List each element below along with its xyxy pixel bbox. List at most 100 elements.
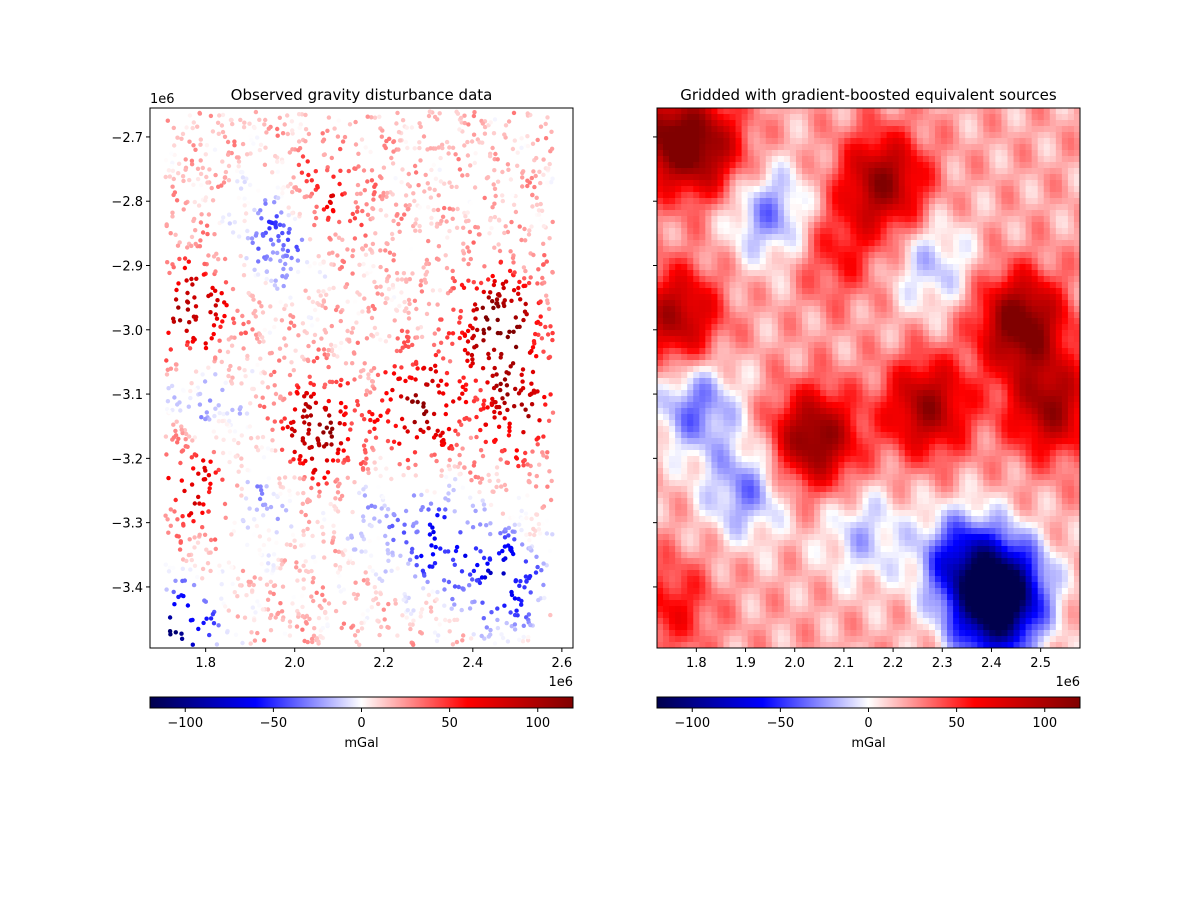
heatmap-cell — [1019, 234, 1027, 241]
data-point — [171, 422, 176, 427]
data-point — [407, 557, 413, 562]
heatmap-cell — [922, 210, 930, 217]
data-point — [352, 216, 358, 221]
heatmap-cell — [657, 162, 664, 169]
heatmap-cell — [874, 126, 882, 133]
heatmap-cell — [675, 234, 682, 241]
heatmap-cell — [880, 132, 888, 139]
heatmap-cell — [753, 150, 761, 157]
data-point — [483, 422, 489, 427]
data-point — [547, 548, 553, 554]
heatmap-cell — [922, 222, 930, 229]
heatmap-cell — [717, 156, 725, 163]
heatmap-cell — [838, 222, 845, 229]
heatmap-cell — [904, 156, 912, 163]
data-point — [165, 399, 171, 404]
heatmap-cell — [693, 282, 700, 289]
data-point — [326, 115, 332, 120]
data-point — [174, 367, 179, 372]
heatmap-cell — [808, 138, 815, 145]
x-tick-label: 2.0 — [284, 656, 305, 671]
heatmap-cell — [892, 228, 900, 235]
data-point — [523, 238, 528, 243]
data-point — [421, 366, 426, 371]
heatmap-cell — [1055, 126, 1063, 133]
heatmap-cell — [971, 252, 978, 259]
heatmap-cell — [669, 120, 676, 127]
data-point — [516, 463, 521, 469]
heatmap-cell — [687, 132, 694, 139]
heatmap-cell — [657, 234, 664, 241]
heatmap-cell — [989, 240, 996, 247]
heatmap-cell — [826, 156, 833, 163]
heatmap-cell — [795, 144, 803, 151]
heatmap-cell — [1049, 300, 1057, 307]
data-point — [333, 563, 338, 568]
heatmap-cell — [922, 270, 930, 277]
heatmap-cell — [1043, 180, 1051, 187]
heatmap-cell — [814, 192, 821, 199]
data-point — [361, 273, 367, 278]
heatmap-cell — [892, 144, 900, 151]
data-point — [477, 489, 482, 495]
heatmap-cell — [965, 258, 972, 265]
heatmap-cell — [922, 264, 930, 271]
heatmap-cell — [777, 204, 785, 211]
data-point — [173, 433, 179, 438]
heatmap-cell — [941, 204, 948, 211]
data-point — [238, 331, 244, 336]
data-point — [335, 477, 340, 482]
data-point — [436, 257, 441, 262]
data-point — [495, 606, 500, 611]
data-point — [381, 607, 386, 612]
heatmap-cell — [741, 210, 749, 217]
heatmap-cell — [765, 180, 773, 187]
data-point — [232, 429, 238, 434]
heatmap-cell — [1055, 144, 1063, 151]
heatmap-cell — [669, 276, 676, 283]
data-point — [508, 364, 513, 369]
heatmap-cell — [747, 300, 755, 307]
heatmap-cell — [663, 234, 670, 241]
data-point — [520, 639, 526, 644]
data-point — [394, 121, 399, 126]
heatmap-cell — [1001, 180, 1009, 187]
data-point — [333, 608, 339, 614]
data-point — [530, 345, 536, 350]
heatmap-cell — [892, 216, 900, 223]
heatmap-cell — [862, 162, 870, 169]
heatmap-cell — [953, 270, 960, 277]
data-point — [503, 123, 509, 128]
data-point — [269, 448, 275, 453]
data-point — [192, 501, 197, 506]
heatmap-cell — [747, 210, 755, 217]
heatmap-cell — [717, 258, 725, 265]
heatmap-cell — [898, 216, 906, 223]
heatmap-cell — [1055, 228, 1063, 235]
data-point — [389, 476, 394, 482]
heatmap-cell — [1013, 252, 1021, 259]
heatmap-cell — [1055, 168, 1063, 175]
heatmap-cell — [928, 144, 936, 151]
data-point — [200, 566, 206, 572]
data-point — [194, 276, 199, 281]
heatmap-cell — [904, 204, 912, 211]
heatmap-cell — [669, 240, 676, 247]
heatmap-cell — [759, 300, 767, 307]
data-point — [356, 311, 361, 316]
data-point — [461, 633, 466, 638]
data-point — [268, 237, 274, 242]
data-point — [257, 147, 263, 153]
heatmap-cell — [916, 300, 924, 307]
data-point — [529, 224, 534, 229]
data-point — [446, 579, 452, 585]
heatmap-cell — [795, 186, 803, 193]
data-point — [315, 438, 321, 443]
data-point — [351, 591, 357, 597]
data-point — [186, 434, 192, 439]
heatmap-cell — [693, 120, 700, 127]
heatmap-cell — [820, 144, 827, 151]
heatmap-cell — [759, 282, 767, 289]
heatmap-cell — [1013, 108, 1021, 115]
data-point — [519, 508, 524, 514]
